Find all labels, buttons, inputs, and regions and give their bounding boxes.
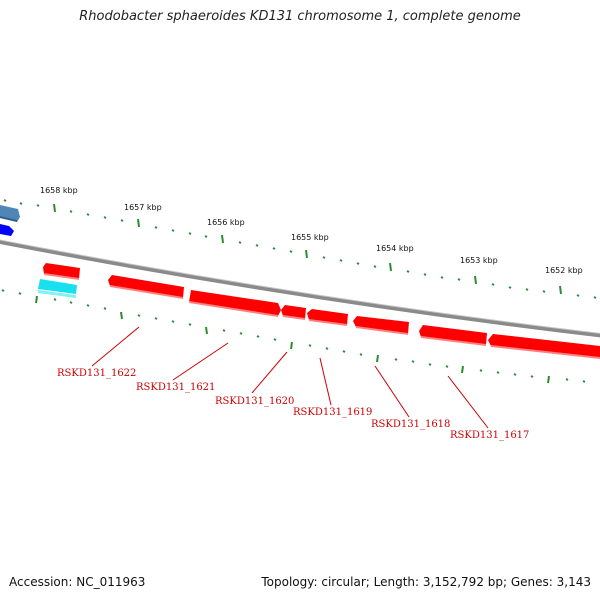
map-title: Rhodobacter sphaeroides KD131 chromosome… xyxy=(79,9,521,24)
gene-arrow[interactable] xyxy=(488,334,600,358)
gene-label-leaders xyxy=(91,326,489,429)
forward-strand-features xyxy=(43,263,600,359)
genome-backbone xyxy=(0,239,600,338)
scale-label: 1652 kbp xyxy=(545,266,583,275)
reverse-strand-features xyxy=(0,205,20,236)
scale-label: 1655 kbp xyxy=(291,233,329,242)
leader-line xyxy=(172,342,229,381)
gene-label[interactable]: RSKD131_1620 xyxy=(215,396,294,407)
leader-line xyxy=(91,326,140,367)
gene-arrow[interactable] xyxy=(108,275,184,298)
leader-line xyxy=(447,375,489,429)
scale-label: 1656 kbp xyxy=(207,218,245,227)
scale-label: 1654 kbp xyxy=(376,244,414,253)
gene-label[interactable]: RSKD131_1619 xyxy=(293,407,372,418)
leader-line xyxy=(251,351,288,394)
scale-label: 1658 kbp xyxy=(40,186,78,195)
accession-label: Accession: NC_011963 xyxy=(9,575,146,589)
gene-label[interactable]: RSKD131_1618 xyxy=(371,419,450,430)
outer-tick-track xyxy=(3,199,597,299)
gene-label[interactable]: RSKD131_1622 xyxy=(57,368,136,379)
cyan-feature xyxy=(38,279,77,298)
scale-label: 1657 kbp xyxy=(124,203,162,212)
gene-arrow[interactable] xyxy=(0,224,14,236)
topology-summary: Topology: circular; Length: 3,152,792 bp… xyxy=(261,575,591,589)
leader-line xyxy=(374,365,410,418)
gene-labels: RSKD131_1622 RSKD131_1621 RSKD131_1620 R… xyxy=(57,368,529,441)
gene-arrow[interactable] xyxy=(38,279,77,294)
gene-arrow[interactable] xyxy=(353,316,409,334)
gene-label[interactable]: RSKD131_1617 xyxy=(450,430,529,441)
gene-arrow[interactable] xyxy=(419,325,487,345)
leader-line xyxy=(319,357,332,406)
gene-arrow[interactable] xyxy=(281,305,306,319)
scale-label: 1653 kbp xyxy=(460,256,498,265)
gene-arrow[interactable] xyxy=(189,290,281,316)
inner-tick-track xyxy=(1,289,586,384)
scale-labels: 1658 kbp 1657 kbp 1656 kbp 1655 kbp 1654… xyxy=(40,186,583,275)
gene-label[interactable]: RSKD131_1621 xyxy=(136,382,215,393)
